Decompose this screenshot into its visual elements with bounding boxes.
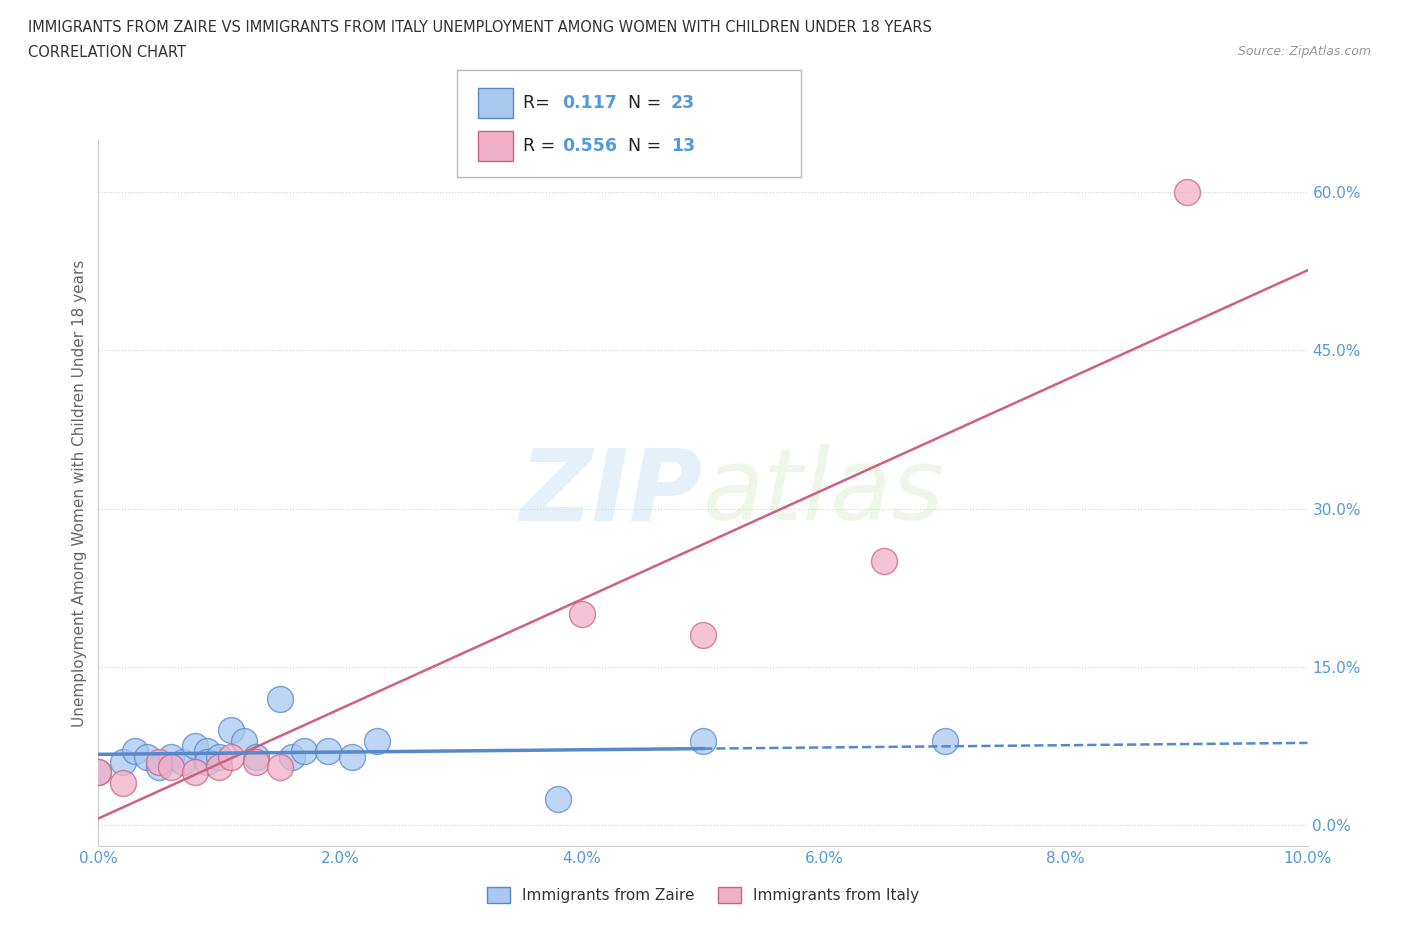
Point bbox=[316, 744, 339, 759]
Point bbox=[184, 765, 207, 780]
Point bbox=[934, 734, 956, 749]
Text: CORRELATION CHART: CORRELATION CHART bbox=[28, 45, 186, 60]
Point bbox=[873, 554, 896, 569]
Text: 0.556: 0.556 bbox=[562, 137, 617, 155]
Point bbox=[269, 760, 291, 775]
Point bbox=[221, 723, 243, 737]
Point bbox=[111, 776, 134, 790]
Point bbox=[547, 791, 569, 806]
Point bbox=[245, 750, 267, 764]
Text: 0.117: 0.117 bbox=[562, 94, 617, 113]
Point bbox=[184, 738, 207, 753]
Text: 13: 13 bbox=[671, 137, 695, 155]
Point bbox=[366, 734, 388, 749]
Point bbox=[160, 760, 183, 775]
Point bbox=[87, 765, 110, 780]
Point bbox=[208, 750, 231, 764]
Point bbox=[245, 754, 267, 769]
Point bbox=[172, 754, 194, 769]
Point bbox=[124, 744, 146, 759]
Point bbox=[571, 606, 593, 621]
Text: ZIP: ZIP bbox=[520, 445, 703, 541]
Point bbox=[195, 744, 218, 759]
Text: atlas: atlas bbox=[703, 445, 945, 541]
Text: N =: N = bbox=[628, 94, 668, 113]
Point bbox=[195, 754, 218, 769]
Point bbox=[232, 734, 254, 749]
Point bbox=[269, 691, 291, 706]
Point bbox=[281, 750, 304, 764]
Text: IMMIGRANTS FROM ZAIRE VS IMMIGRANTS FROM ITALY UNEMPLOYMENT AMONG WOMEN WITH CHI: IMMIGRANTS FROM ZAIRE VS IMMIGRANTS FROM… bbox=[28, 20, 932, 35]
Point bbox=[87, 765, 110, 780]
Text: Source: ZipAtlas.com: Source: ZipAtlas.com bbox=[1237, 45, 1371, 58]
Point bbox=[208, 760, 231, 775]
Y-axis label: Unemployment Among Women with Children Under 18 years: Unemployment Among Women with Children U… bbox=[72, 259, 87, 726]
Point bbox=[135, 750, 157, 764]
Text: N =: N = bbox=[628, 137, 668, 155]
Text: R=: R= bbox=[523, 94, 555, 113]
Legend: Immigrants from Zaire, Immigrants from Italy: Immigrants from Zaire, Immigrants from I… bbox=[481, 881, 925, 910]
Point bbox=[1175, 185, 1198, 200]
Point bbox=[292, 744, 315, 759]
Text: R =: R = bbox=[523, 137, 561, 155]
Point bbox=[148, 760, 170, 775]
Text: 23: 23 bbox=[671, 94, 695, 113]
Point bbox=[160, 750, 183, 764]
Point bbox=[111, 754, 134, 769]
Point bbox=[692, 734, 714, 749]
Point bbox=[148, 754, 170, 769]
Point bbox=[692, 628, 714, 643]
Point bbox=[342, 750, 364, 764]
Point bbox=[221, 750, 243, 764]
